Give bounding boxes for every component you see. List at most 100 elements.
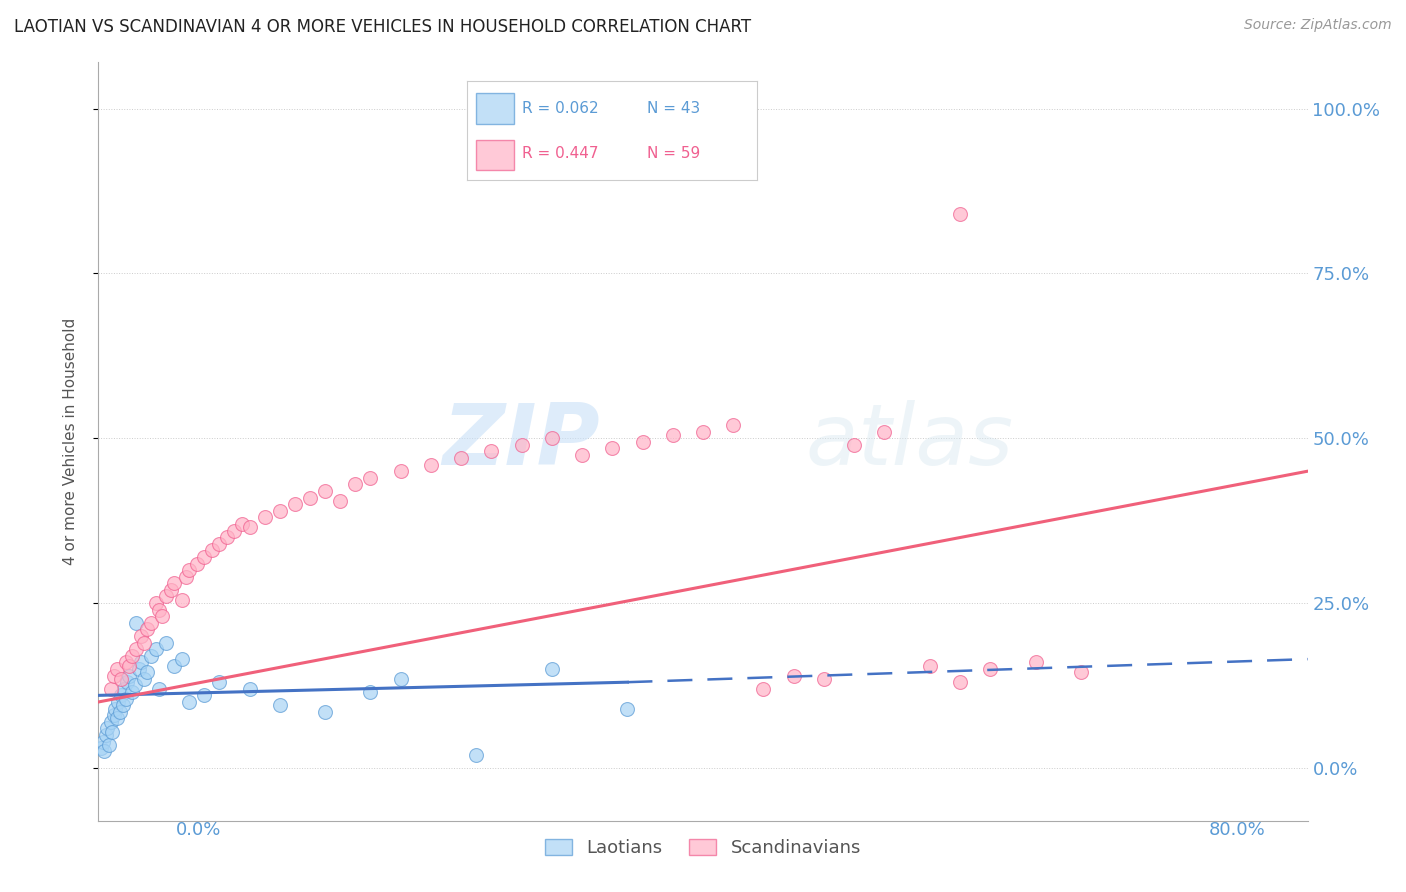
- Point: [979, 662, 1001, 676]
- Point: [107, 695, 129, 709]
- Text: ZIP: ZIP: [443, 400, 600, 483]
- Point: [314, 483, 336, 498]
- Point: [111, 698, 134, 713]
- Point: [208, 537, 231, 551]
- Y-axis label: 4 or more Vehicles in Household: 4 or more Vehicles in Household: [63, 318, 77, 566]
- Point: [239, 520, 262, 534]
- Point: [115, 675, 138, 690]
- Point: [299, 491, 322, 505]
- Text: 0.0%: 0.0%: [176, 821, 221, 838]
- Point: [329, 494, 352, 508]
- Point: [193, 549, 215, 564]
- Text: Source: ZipAtlas.com: Source: ZipAtlas.com: [1244, 18, 1392, 32]
- Point: [103, 668, 125, 682]
- Point: [118, 668, 141, 682]
- Point: [96, 722, 118, 736]
- Point: [179, 563, 201, 577]
- Point: [141, 648, 163, 663]
- Point: [269, 504, 291, 518]
- Point: [114, 656, 136, 670]
- Point: [135, 623, 157, 637]
- Point: [314, 705, 336, 719]
- Point: [112, 681, 135, 696]
- Point: [752, 681, 775, 696]
- Point: [723, 418, 745, 433]
- Point: [186, 557, 208, 571]
- Point: [110, 672, 132, 686]
- Point: [145, 642, 167, 657]
- Point: [118, 658, 141, 673]
- Point: [121, 685, 143, 699]
- Point: [253, 510, 276, 524]
- Point: [125, 642, 148, 657]
- Point: [105, 662, 128, 676]
- Point: [94, 728, 117, 742]
- Point: [129, 629, 152, 643]
- Point: [148, 602, 170, 616]
- Text: LAOTIAN VS SCANDINAVIAN 4 OR MORE VEHICLES IN HOUSEHOLD CORRELATION CHART: LAOTIAN VS SCANDINAVIAN 4 OR MORE VEHICL…: [14, 18, 751, 36]
- Text: atlas: atlas: [806, 400, 1014, 483]
- Point: [510, 438, 533, 452]
- Point: [481, 444, 503, 458]
- Point: [108, 705, 131, 719]
- Point: [540, 431, 562, 445]
- Point: [389, 464, 412, 478]
- Point: [170, 592, 193, 607]
- Point: [114, 691, 136, 706]
- Point: [90, 741, 112, 756]
- Point: [193, 689, 215, 703]
- Point: [98, 738, 121, 752]
- Point: [110, 689, 132, 703]
- Point: [918, 658, 941, 673]
- Point: [179, 695, 201, 709]
- Point: [215, 530, 238, 544]
- Point: [201, 543, 224, 558]
- Point: [208, 675, 231, 690]
- Point: [128, 662, 150, 676]
- Point: [132, 635, 155, 649]
- Point: [602, 441, 624, 455]
- Point: [163, 576, 186, 591]
- Text: 80.0%: 80.0%: [1209, 821, 1265, 838]
- Point: [284, 497, 307, 511]
- Point: [121, 648, 143, 663]
- Point: [150, 609, 173, 624]
- Point: [269, 698, 291, 713]
- Point: [949, 207, 972, 221]
- Point: [450, 450, 472, 465]
- Point: [344, 477, 367, 491]
- Point: [783, 668, 806, 682]
- Point: [145, 596, 167, 610]
- Point: [224, 524, 246, 538]
- Point: [360, 685, 382, 699]
- Point: [420, 458, 443, 472]
- Point: [103, 708, 125, 723]
- Point: [873, 425, 896, 439]
- Point: [124, 678, 146, 692]
- Point: [101, 724, 124, 739]
- Point: [631, 434, 654, 449]
- Point: [129, 656, 152, 670]
- Point: [692, 425, 714, 439]
- Point: [174, 570, 197, 584]
- Point: [844, 438, 866, 452]
- Point: [100, 681, 122, 696]
- Point: [135, 665, 157, 680]
- Point: [91, 734, 114, 748]
- Point: [1024, 656, 1046, 670]
- Legend: Laotians, Scandinavians: Laotians, Scandinavians: [537, 832, 869, 864]
- Point: [141, 615, 163, 630]
- Point: [616, 701, 638, 715]
- Point: [160, 582, 183, 597]
- Point: [163, 658, 186, 673]
- Point: [155, 590, 177, 604]
- Point: [93, 744, 115, 758]
- Point: [661, 428, 683, 442]
- Point: [155, 635, 177, 649]
- Point: [104, 701, 127, 715]
- Point: [571, 448, 593, 462]
- Point: [170, 652, 193, 666]
- Point: [148, 681, 170, 696]
- Point: [813, 672, 835, 686]
- Point: [465, 747, 488, 762]
